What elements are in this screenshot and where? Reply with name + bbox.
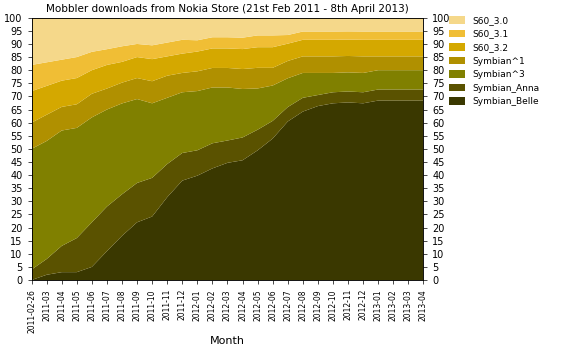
Title: Mobbler downloads from Nokia Store (21st Feb 2011 - 8th April 2013): Mobbler downloads from Nokia Store (21st… [46, 4, 409, 14]
X-axis label: Month: Month [210, 336, 245, 346]
Legend: S60_3.0, S60_3.1, S60_3.2, Symbian^1, Symbian^3, Symbian_Anna, Symbian_Belle: S60_3.0, S60_3.1, S60_3.2, Symbian^1, Sy… [445, 13, 543, 110]
